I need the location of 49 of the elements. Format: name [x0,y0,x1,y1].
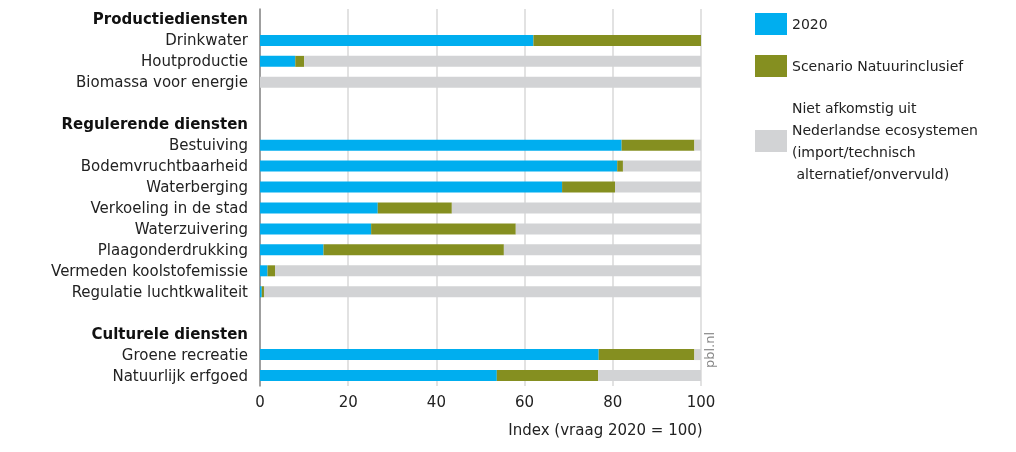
bar [533,34,701,46]
y-tick-label: Culturele diensten [91,324,248,343]
y-tick-label: Vermeden koolstofemissie [51,261,248,280]
x-tick-label: 60 [515,392,535,411]
bar [371,223,516,235]
y-tick-label: Waterzuivering [134,219,248,238]
bar [260,223,372,235]
bar [260,202,378,214]
bar [260,139,622,151]
x-tick-label: 40 [426,392,446,411]
y-tick-label: Groene recreatie [121,345,248,364]
bar [260,160,618,172]
y-tick-label: Verkoeling in de stad [90,198,248,217]
bar [260,34,534,46]
bar [562,181,616,193]
y-tick-label: Biomassa voor energie [76,73,248,92]
bar [267,265,275,277]
text: pbl.nl [702,331,717,369]
y-tick-label: Bodemvruchtbaarheid [80,157,248,176]
x-tick-label: 80 [603,392,623,411]
y-tick-label: Waterberging [146,178,248,197]
y-tick-label: Regulatie luchtkwaliteit [71,282,249,301]
bar [260,244,324,256]
bar [496,370,599,382]
bar [260,265,268,277]
x-axis-title: Index (vraag 2020 = 100) [508,420,703,439]
y-tick-label: Regulerende diensten [61,115,248,134]
y-tick-label: Drinkwater [165,31,249,50]
legend-label: Scenario Natuurinclusief [792,58,965,74]
bar [598,349,695,361]
y-tick-label: Houtproductie [141,52,248,71]
bar [377,202,452,214]
y-tick-label: Productiediensten [92,10,248,29]
y-tick-label: Bestuiving [169,136,248,155]
bar [621,139,695,151]
bar [260,349,599,361]
y-tick-label: Plaagonderdrukking [97,240,248,259]
bar [295,55,305,67]
bar [260,55,296,67]
bar [260,181,563,193]
x-tick-label: 100 [686,392,716,411]
legend-label: 2020 [792,16,828,32]
y-tick-label: Natuurlijk erfgoed [112,366,248,385]
bar [617,160,623,172]
x-tick-label: 0 [255,392,265,411]
legend-label: Niet afkomstig uit Nederlandse ecosystemen (import/technisch alternatief/onvervuld) [792,100,978,182]
x-tick-label: 20 [338,392,358,411]
bar [260,370,497,382]
bar [323,244,504,256]
